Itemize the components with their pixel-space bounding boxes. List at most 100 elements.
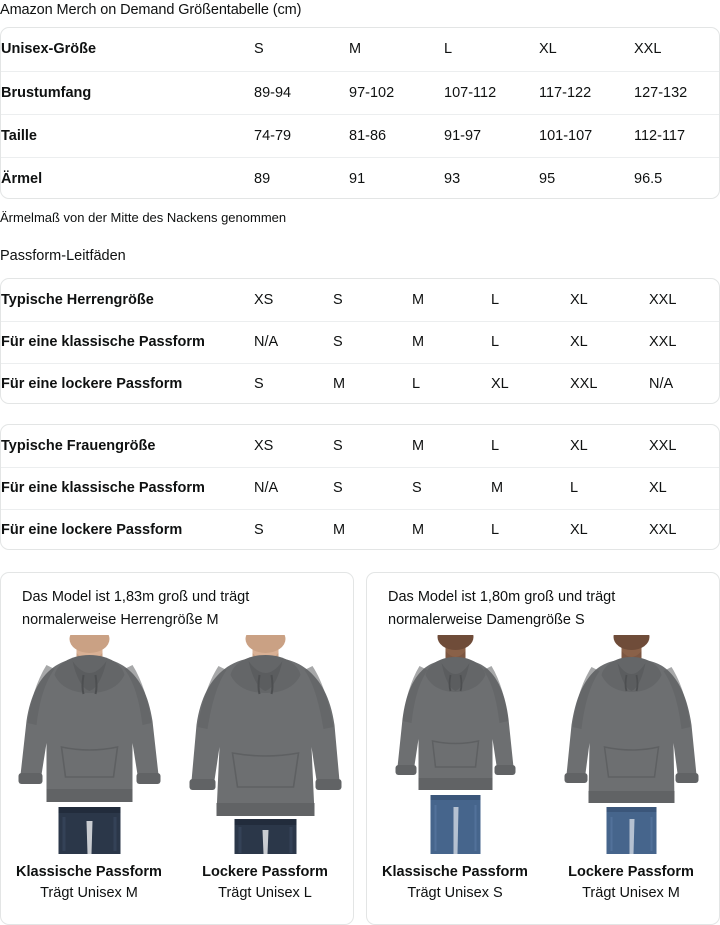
fit-label: Lockere Passform <box>202 864 328 880</box>
fit-women-cell: S <box>333 466 412 509</box>
measurement-row-label: Unisex-Größe <box>1 41 97 58</box>
model-figure-men-classic <box>1 635 177 854</box>
fit-label: Klassische Passform <box>382 864 528 880</box>
measurement-row-label: Ärmel <box>1 156 254 198</box>
hoodie-figure-men-loose-icon <box>177 635 353 854</box>
measurement-cell: 93 <box>444 156 539 198</box>
model-figure-women-classic <box>367 635 543 854</box>
table-row: Für eine lockere Passform S M M L XL XXL <box>1 508 719 549</box>
fit-men-cell: L <box>412 362 491 403</box>
fit-women-row-label: Für eine lockere Passform <box>1 508 254 549</box>
fit-women-cell: S <box>412 466 491 509</box>
fit-women-cell: M <box>412 508 491 549</box>
hoodie-figure-men-classic-icon <box>1 635 177 854</box>
fit-women-cell: XXL <box>649 437 677 454</box>
fit-men-cell: XL <box>570 320 649 363</box>
fit-men-cell: XXL <box>570 362 649 403</box>
fit-men-cell: XL <box>570 291 588 308</box>
model-caption-men: Das Model ist 1,83m groß und trägt norma… <box>22 589 250 628</box>
fit-men-cell: L <box>491 320 570 363</box>
fit-label: Lockere Passform <box>568 864 694 880</box>
model-figures-men <box>1 635 353 854</box>
table-row: Typische Herrengröße XS S M L XL XXL <box>1 279 719 321</box>
fit-men-cell: S <box>254 362 333 403</box>
measurement-row-label: Brustumfang <box>1 70 254 114</box>
measurement-cell: L <box>444 41 453 58</box>
measurement-cell: 74-79 <box>254 113 349 157</box>
measurement-cell: 91 <box>349 156 444 198</box>
fit-women-cell: XL <box>649 466 719 509</box>
measurement-cell: 96.5 <box>634 156 719 198</box>
fit-women-cell: M <box>412 437 425 454</box>
measurement-cell: 81-86 <box>349 113 444 157</box>
sleeve-measurement-note: Ärmelmaß von der Mitte des Nackens genom… <box>0 210 287 225</box>
model-figures-women <box>367 635 719 854</box>
fit-guide-women-table: Typische Frauengröße XS S M L XL XXL Für eine k… <box>1 425 719 549</box>
hoodie-figure-women-classic-icon <box>367 635 543 854</box>
model-label-men-loose: Lockere Passform Trägt Unisex L <box>177 862 353 904</box>
model-caption-women: Das Model ist 1,80m groß und trägt norma… <box>388 589 616 628</box>
model-card-women: Das Model ist 1,80m groß und trägt norma… <box>366 572 720 925</box>
fit-men-cell: XXL <box>649 291 677 308</box>
hoodie-figure-women-loose-icon <box>543 635 719 854</box>
fit-men-cell: L <box>491 291 500 308</box>
fit-women-cell: XS <box>254 437 274 454</box>
fit-men-cell: N/A <box>254 320 333 363</box>
fit-women-cell: L <box>491 437 500 454</box>
fit-men-cell: XS <box>254 291 274 308</box>
fit-women-cell: XL <box>570 437 588 454</box>
fit-men-cell: S <box>333 320 412 363</box>
measurement-cell: 89-94 <box>254 70 349 114</box>
measurement-row-label: Taille <box>1 113 254 157</box>
measurement-cell: 117-122 <box>539 70 634 114</box>
model-figure-men-loose <box>177 635 353 854</box>
measurement-cell: XXL <box>634 41 662 58</box>
fit-women-cell: L <box>491 508 570 549</box>
model-labels-men: Klassische Passform Trägt Unisex M Locke… <box>1 862 353 904</box>
fit-women-cell: S <box>333 437 343 454</box>
wears-label: Trägt Unisex L <box>218 885 312 901</box>
fit-men-cell: M <box>412 320 491 363</box>
fit-women-cell: N/A <box>254 466 333 509</box>
measurement-cell: XL <box>539 41 557 58</box>
fit-women-row-label: Typische Frauengröße <box>1 437 156 454</box>
measurement-cell: 97-102 <box>349 70 444 114</box>
measurement-cell: 95 <box>539 156 634 198</box>
table-row: Für eine klassische Passform N/A S S M L XL <box>1 466 719 509</box>
fit-men-cell: M <box>412 291 425 308</box>
table-row: Ärmel 89 91 93 95 96.5 <box>1 156 719 198</box>
table-row: Brustumfang 89-94 97-102 107-112 117-122 127-… <box>1 70 719 114</box>
measurement-cell: S <box>254 41 264 58</box>
table-row: Typische Frauengröße XS S M L XL XXL <box>1 425 719 467</box>
fit-guides-heading: Passform-Leitfäden <box>0 248 126 264</box>
model-figure-women-loose <box>543 635 719 854</box>
model-label-women-classic: Klassische Passform Trägt Unisex S <box>367 862 543 904</box>
model-label-men-classic: Klassische Passform Trägt Unisex M <box>1 862 177 904</box>
measurement-cell: 107-112 <box>444 70 539 114</box>
fit-guide-men-table: Typische Herrengröße XS S M L XL XXL Für eine k… <box>1 279 719 403</box>
fit-guide-men-card: Typische Herrengröße XS S M L XL XXL Für eine k… <box>0 278 720 404</box>
measurement-cell: 101-107 <box>539 113 634 157</box>
fit-men-cell: M <box>333 362 412 403</box>
fit-women-cell: S <box>254 508 333 549</box>
measurement-cell: 127-132 <box>634 70 719 114</box>
fit-men-cell: XL <box>491 362 570 403</box>
fit-men-cell: N/A <box>649 362 719 403</box>
model-label-women-loose: Lockere Passform Trägt Unisex M <box>543 862 719 904</box>
fit-women-cell: XXL <box>649 508 719 549</box>
fit-guide-women-card: Typische Frauengröße XS S M L XL XXL Für eine k… <box>0 424 720 550</box>
measurement-cell: 91-97 <box>444 113 539 157</box>
fit-label: Klassische Passform <box>16 864 162 880</box>
model-card-men: Das Model ist 1,83m groß und trägt norma… <box>0 572 354 925</box>
table-row: Für eine klassische Passform N/A S M L XL XXL <box>1 320 719 363</box>
wears-label: Trägt Unisex M <box>582 885 680 901</box>
table-row: Für eine lockere Passform S M L XL XXL N/A <box>1 362 719 403</box>
table-row: Unisex-Größe S M L XL XXL <box>1 28 719 71</box>
fit-men-cell: XXL <box>649 320 719 363</box>
fit-women-cell: L <box>570 466 649 509</box>
measurement-table: Unisex-Größe S M L XL XXL Brustumfang 89-94 97-1… <box>1 28 719 198</box>
page-title: Amazon Merch on Demand Größentabelle (cm… <box>0 2 302 18</box>
fit-women-cell: XL <box>570 508 649 549</box>
wears-label: Trägt Unisex M <box>40 885 138 901</box>
